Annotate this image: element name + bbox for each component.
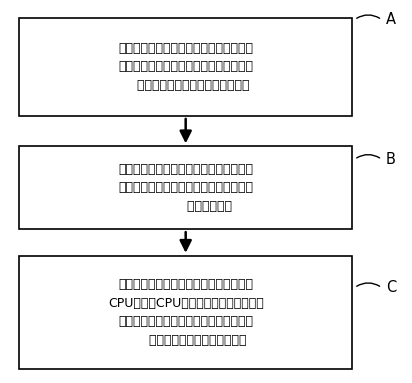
Text: C: C: [386, 280, 396, 295]
Text: B: B: [386, 152, 396, 167]
FancyBboxPatch shape: [19, 146, 352, 229]
FancyBboxPatch shape: [19, 18, 352, 116]
Text: 手机视觉传感器对应感知用户眼睛的位置
，角度传感器对该位置的人眼与屏幕之间
    的角度进行感应测量，获取角度值: 手机视觉传感器对应感知用户眼睛的位置 ，角度传感器对该位置的人眼与屏幕之间 的角…: [118, 42, 253, 92]
FancyBboxPatch shape: [19, 256, 352, 369]
Text: 上述控制指令通过微处理芯片发送给手机
CPU，手机CPU根据该控制指令对应控制
背光源的发光出射角度进行偏转，使其偏
      转到与用户眼睛所处角度一致: 上述控制指令通过微处理芯片发送给手机 CPU，手机CPU根据该控制指令对应控制 …: [108, 278, 264, 347]
Text: 微处理芯片对上述角度值进行处理，并调
用算法存储器中算法程序，获取该角度值
            下的控制指令: 微处理芯片对上述角度值进行处理，并调 用算法存储器中算法程序，获取该角度值 下的…: [118, 163, 253, 213]
Text: A: A: [386, 12, 396, 27]
